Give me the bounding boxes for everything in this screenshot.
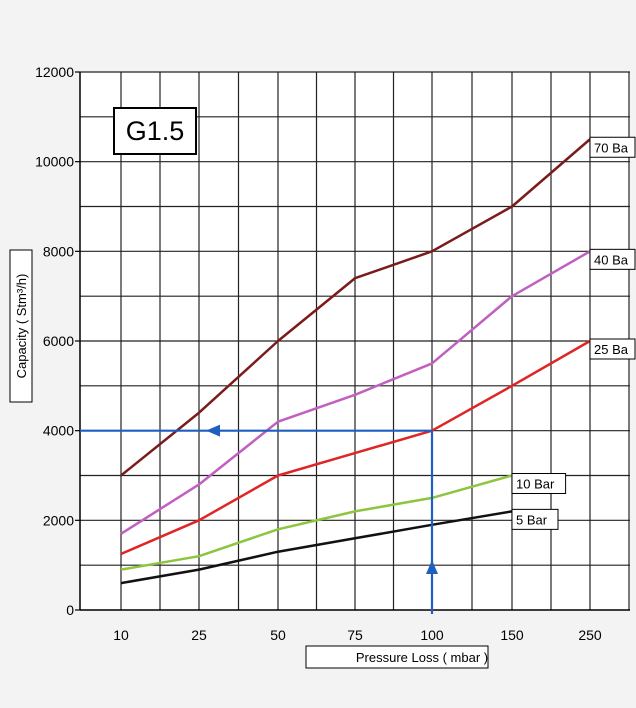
axes: 0 2000 4000 6000 8000 10000 12000 10 25 50 75 100 15… [35, 64, 630, 643]
series-line [120, 250, 591, 535]
series-label: 70 Ba [589, 136, 636, 158]
y-axis-label-box: Capacity ( Stm³/h) [9, 249, 33, 403]
series-label-text: 40 Ba [594, 252, 629, 267]
labels: G1.5 Pressure Loss ( mbar ) Capacity ( S… [9, 107, 636, 669]
y-tick-label: 0 [66, 602, 74, 618]
x-tick-label: 10 [113, 627, 129, 643]
series-label-box [589, 338, 636, 360]
series-label: 25 Ba [589, 338, 636, 360]
series-label-text: 5 Bar [516, 512, 548, 527]
series-line [120, 510, 513, 585]
reading-annotation [80, 424, 438, 614]
y-tick-label: 8000 [43, 243, 74, 259]
series-line [120, 474, 513, 571]
x-tick-label: 75 [347, 627, 363, 643]
x-axis-label-box: Pressure Loss ( mbar ) [305, 645, 489, 669]
series-label-text: 25 Ba [594, 342, 629, 357]
y-tick-label: 6000 [43, 333, 74, 349]
series-label-text: 10 Bar [516, 477, 555, 492]
series-label: 10 Bar [511, 473, 567, 494]
series-label: 40 Ba [589, 248, 636, 270]
x-tick-label: 250 [578, 627, 602, 643]
y-tick-label: 12000 [35, 64, 74, 80]
y-tick-label: 2000 [43, 512, 74, 528]
title-box: G1.5 [113, 107, 197, 155]
series-label-box [511, 473, 567, 494]
series-line [120, 339, 591, 556]
x-tick-label: 100 [420, 627, 444, 643]
x-axis-label: Pressure Loss ( mbar ) [356, 650, 488, 665]
series-label-box [511, 508, 559, 530]
x-tick-label: 25 [191, 627, 207, 643]
chart-title: G1.5 [126, 116, 185, 146]
series-lines [120, 138, 591, 585]
annotation-arrow-up [426, 560, 438, 574]
series-label-box [589, 248, 636, 270]
y-axis-label: Capacity ( Stm³/h) [14, 274, 29, 379]
series-label-text: 70 Ba [594, 140, 629, 155]
x-tick-label: 50 [270, 627, 286, 643]
series-label-box [589, 136, 636, 158]
annotation-arrow-left [206, 424, 220, 437]
x-tick-label: 150 [500, 627, 524, 643]
grid [80, 71, 630, 610]
series-line [120, 138, 591, 477]
series-label: 5 Bar [511, 508, 559, 530]
y-tick-label: 10000 [35, 154, 74, 170]
y-tick-label: 4000 [43, 423, 74, 439]
